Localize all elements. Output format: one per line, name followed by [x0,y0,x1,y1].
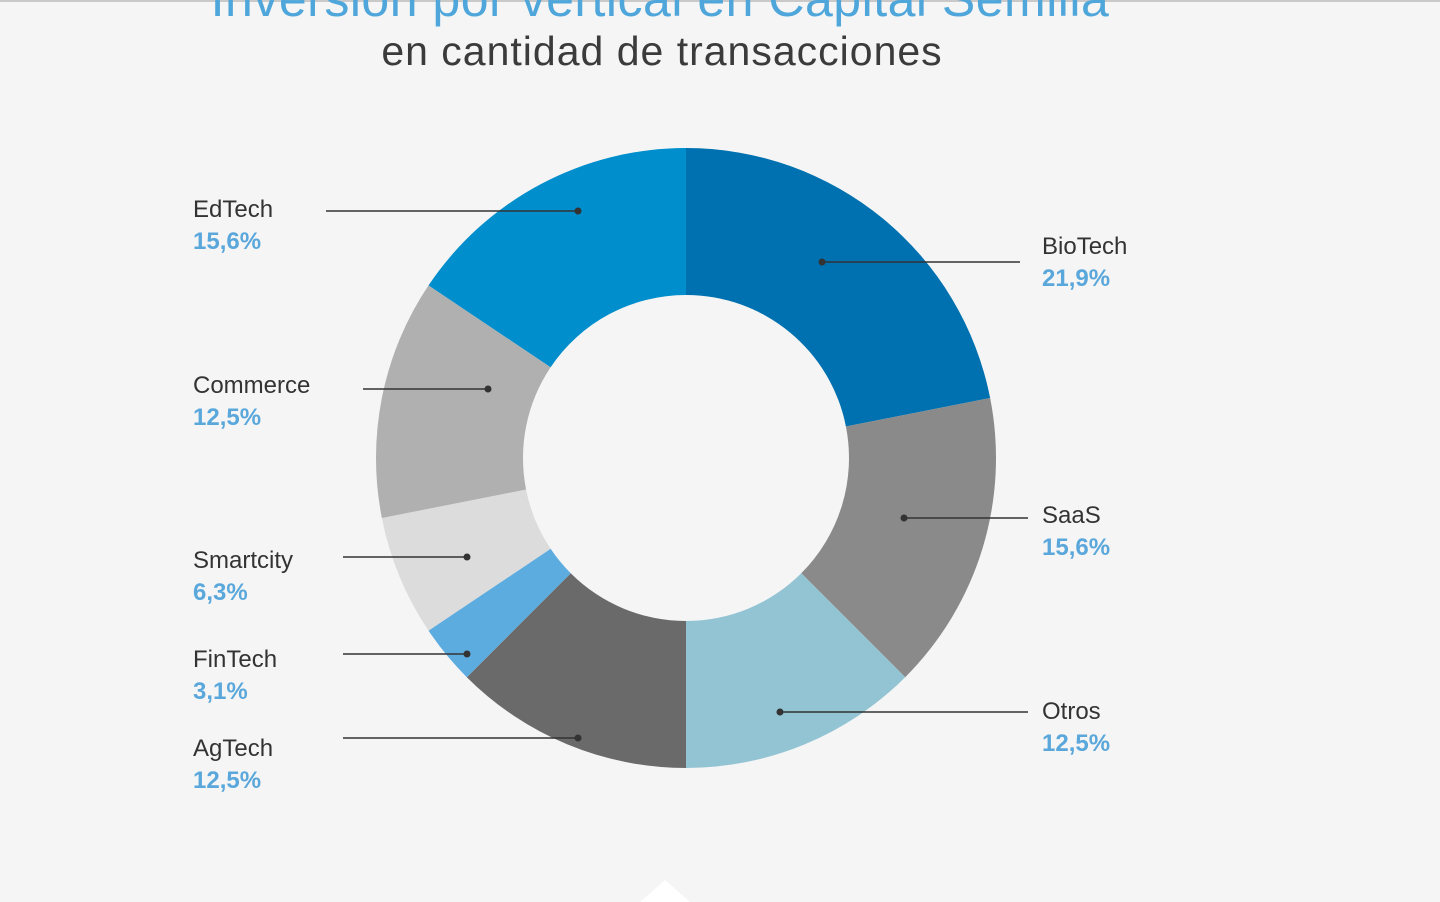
label-value-smartcity: 6,3% [193,579,248,606]
label-value-saas: 15,6% [1042,534,1110,561]
label-value-fintech: 3,1% [193,678,248,705]
slice-fintech [428,548,571,678]
leader-dot-smartcity [463,553,471,561]
slice-agtech [466,573,686,768]
label-name-otros: Otros [1042,698,1101,725]
slice-saas [801,397,997,678]
scroll-notch [640,880,690,902]
leader-dot-agtech [574,734,582,742]
leader-dot-fintech [463,650,471,658]
label-value-agtech: 12,5% [193,767,261,794]
leader-dot-edtech [574,207,582,215]
label-name-saas: SaaS [1042,502,1101,529]
label-value-otros: 12,5% [1042,730,1110,757]
chart-subtitle: en cantidad de transacciones [381,28,943,74]
label-value-edtech: 15,6% [193,228,261,255]
chart-title: Inversión por vertical en Capital Semill… [0,0,1320,28]
label-value-commerce: 12,5% [193,404,261,431]
top-border-line [0,0,1440,2]
slice-commerce [376,285,551,519]
slice-edtech [428,148,686,368]
label-name-agtech: AgTech [193,735,273,762]
label-name-smartcity: Smartcity [193,547,293,574]
leader-dot-otros [776,708,784,716]
leader-dot-biotech [818,258,826,266]
label-name-edtech: EdTech [193,196,273,223]
label-value-biotech: 21,9% [1042,265,1110,292]
leader-dot-saas [900,514,908,522]
label-name-fintech: FinTech [193,646,277,673]
leader-dot-commerce [484,385,492,393]
label-name-commerce: Commerce [193,372,310,399]
label-name-biotech: BioTech [1042,233,1127,260]
slice-otros [686,573,906,768]
slice-biotech [686,148,991,427]
